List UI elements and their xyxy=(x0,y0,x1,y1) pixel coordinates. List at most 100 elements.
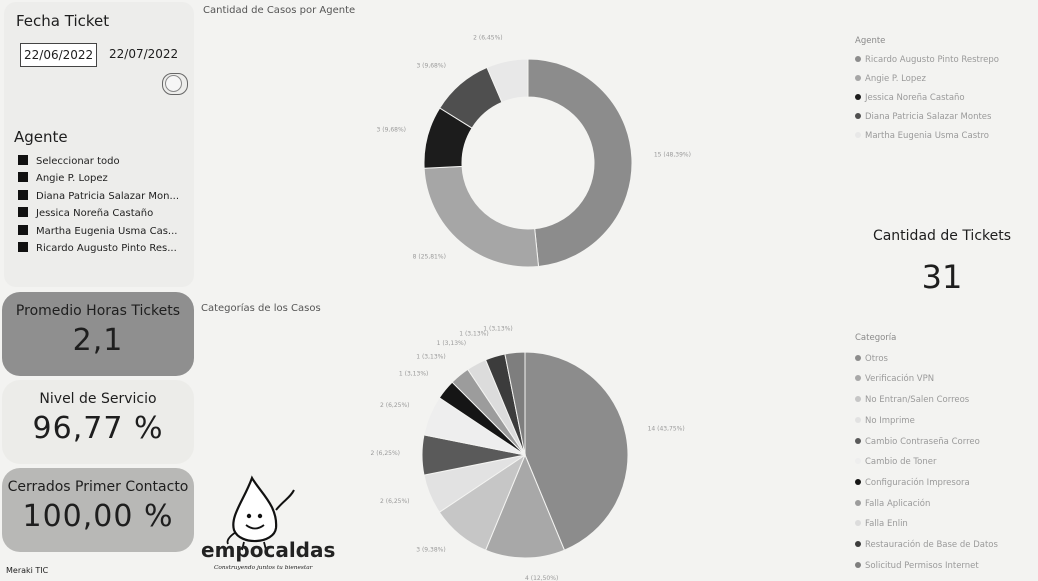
category-legend-item[interactable]: Falla Aplicación xyxy=(855,494,998,515)
pie-slice[interactable] xyxy=(451,368,526,456)
pie-data-label: 1 (3,13%) xyxy=(416,353,445,360)
agente-filter-label: Agente xyxy=(14,128,68,146)
footer-credit: Meraki TIC xyxy=(6,566,49,575)
donut-data-label: 2 (6,45%) xyxy=(473,35,502,42)
kpi-cerrados-primer-contacto: Cerrados Primer Contacto 100,00 % xyxy=(2,468,194,552)
pie-data-label: 2 (6,25%) xyxy=(371,450,400,457)
category-legend-label: Falla Enlin xyxy=(865,519,908,530)
category-legend-label: Cambio Contraseña Correo xyxy=(865,436,980,447)
legend-dot-icon xyxy=(855,499,861,506)
date-start-input[interactable]: 22/06/2022 xyxy=(20,43,98,67)
kpi-promedio-horas: Promedio Horas Tickets 2,1 xyxy=(2,292,194,376)
donut-slice[interactable] xyxy=(527,58,633,268)
pie-slice[interactable] xyxy=(484,453,566,559)
kpi-horas-label: Promedio Horas Tickets xyxy=(15,303,181,319)
pie-data-label: 2 (6,25%) xyxy=(380,498,409,505)
category-legend-label: No Entran/Salen Correos xyxy=(865,395,970,406)
donut-chart-title: Cantidad de Casos por Agente xyxy=(203,5,356,16)
category-legend-item[interactable]: Solicitud Permisos Internet xyxy=(855,556,998,577)
checkbox-icon xyxy=(18,207,28,218)
category-legend-label: Verificación VPN xyxy=(865,374,935,385)
agent-filter-list: Seleccionar todo Angie P. Lopez Diana Pa… xyxy=(18,153,179,257)
pie-data-label: 4 (12,50%) xyxy=(525,575,558,581)
pie-slice[interactable] xyxy=(423,454,526,513)
legend-dot-icon xyxy=(855,541,861,548)
kpi-nivel-value: 96,77 % xyxy=(32,411,164,446)
pie-slice[interactable] xyxy=(438,453,527,551)
pie-data-label: 14 (43,75%) xyxy=(648,426,685,433)
pie-slice[interactable] xyxy=(438,381,526,456)
donut-data-label: 8 (25,81%) xyxy=(413,254,446,261)
legend-dot-icon xyxy=(855,56,861,62)
pie-slice[interactable] xyxy=(504,351,526,456)
agent-legend-title: Agente xyxy=(855,36,886,46)
pie-slice[interactable] xyxy=(423,397,526,456)
kpi-horas-value: 2,1 xyxy=(72,323,124,358)
legend-dot-icon xyxy=(855,354,861,361)
category-legend-label: Solicitud Permisos Internet xyxy=(865,560,979,571)
category-legend-label: Otros xyxy=(865,353,888,364)
agent-legend-item[interactable]: Angie P. Lopez xyxy=(855,70,999,89)
agent-legend-label: Angie P. Lopez xyxy=(865,74,926,84)
kpi-nivel-servicio: Nivel de Servicio 96,77 % xyxy=(2,380,194,464)
agent-option-jessica[interactable]: Jessica Noreña Castaño xyxy=(18,205,179,222)
agent-legend-item[interactable]: Jessica Noreña Castaño xyxy=(855,89,999,108)
category-legend-item[interactable]: Restauración de Base de Datos xyxy=(855,535,998,556)
checkbox-icon xyxy=(18,224,28,235)
category-legend-label: Configuración Impresora xyxy=(865,477,970,488)
category-legend-item[interactable]: No Imprime xyxy=(855,411,998,432)
legend-dot-icon xyxy=(855,478,861,485)
category-legend-item[interactable]: Configuración Impresora xyxy=(855,473,998,494)
pie-data-label: 3 (9,38%) xyxy=(416,547,445,554)
legend-dot-icon xyxy=(855,132,861,138)
donut-slice[interactable] xyxy=(423,107,473,169)
legend-dot-icon xyxy=(855,458,861,465)
category-legend-item[interactable]: Cambio de Toner xyxy=(855,452,998,473)
donut-slice[interactable] xyxy=(423,165,540,268)
donut-chart: 15 (48,39%) 8 (25,81%) 3 (9,68%) 3 (9,68%) 2… xyxy=(377,35,691,268)
agent-legend-item[interactable]: Ricardo Augusto Pinto Restrepo xyxy=(855,51,999,70)
category-legend-title: Categoría xyxy=(855,333,897,343)
category-legend-label: No Imprime xyxy=(865,415,915,426)
pie-slice[interactable] xyxy=(484,353,526,456)
agent-option-diana[interactable]: Diana Patricia Salazar Mon... xyxy=(18,188,179,205)
logo-wordmark: empocaldas xyxy=(201,538,335,562)
agent-legend-label: Ricardo Augusto Pinto Restrepo xyxy=(865,55,1000,65)
agent-option-ricardo[interactable]: Ricardo Augusto Pinto Res... xyxy=(18,240,179,257)
cantidad-tickets-label: Cantidad de Tickets xyxy=(872,228,1012,244)
category-legend-item[interactable]: Cambio Contraseña Correo xyxy=(855,432,998,453)
date-end-input[interactable]: 22/07/2022 xyxy=(109,47,179,61)
legend-dot-icon xyxy=(855,437,861,444)
category-legend: Categoría Otros Verificación VPN No Entran… xyxy=(855,328,998,576)
agent-legend-item[interactable]: Diana Patricia Salazar Montes xyxy=(855,108,999,127)
kpi-cerrados-label: Cerrados Primer Contacto xyxy=(7,479,189,495)
donut-data-label: 3 (9,68%) xyxy=(416,62,445,69)
legend-dot-icon xyxy=(855,94,861,100)
pie-slice[interactable] xyxy=(421,434,526,476)
category-legend-label: Cambio de Toner xyxy=(865,457,937,468)
agent-option-martha[interactable]: Martha Eugenia Usma Cas... xyxy=(18,223,179,240)
legend-dot-icon xyxy=(855,561,861,568)
donut-slice[interactable] xyxy=(486,58,529,104)
date-range-slider-handle[interactable] xyxy=(162,73,188,95)
agent-option-angie[interactable]: Angie P. Lopez xyxy=(18,170,179,187)
donut-slice[interactable] xyxy=(439,66,503,129)
kpi-nivel-label: Nivel de Servicio xyxy=(39,391,157,407)
agent-option-select-all[interactable]: Seleccionar todo xyxy=(18,153,179,170)
category-legend-item[interactable]: Otros xyxy=(855,349,998,370)
pie-data-label: 1 (3,13%) xyxy=(437,340,466,347)
donut-data-label: 15 (48,39%) xyxy=(654,152,691,159)
empocaldas-logo: empocaldas Construyendo juntos tu bienes… xyxy=(201,475,335,571)
checkbox-icon xyxy=(18,242,28,253)
agent-legend: Agente Ricardo Augusto Pinto Restrepo Ang… xyxy=(855,32,999,146)
checkbox-icon xyxy=(18,189,28,200)
legend-dot-icon xyxy=(855,75,861,81)
filter-panel: Fecha Ticket 22/06/2022 22/07/2022 Agent… xyxy=(4,2,194,287)
pie-data-label: 1 (3,13%) xyxy=(459,330,488,337)
agent-legend-item[interactable]: Martha Eugenia Usma Castro xyxy=(855,127,999,146)
category-legend-item[interactable]: No Entran/Salen Correos xyxy=(855,390,998,411)
category-legend-item[interactable]: Falla Enlin xyxy=(855,514,998,535)
pie-slice[interactable] xyxy=(467,359,526,456)
category-legend-item[interactable]: Verificación VPN xyxy=(855,369,998,390)
pie-slice[interactable] xyxy=(524,351,629,551)
